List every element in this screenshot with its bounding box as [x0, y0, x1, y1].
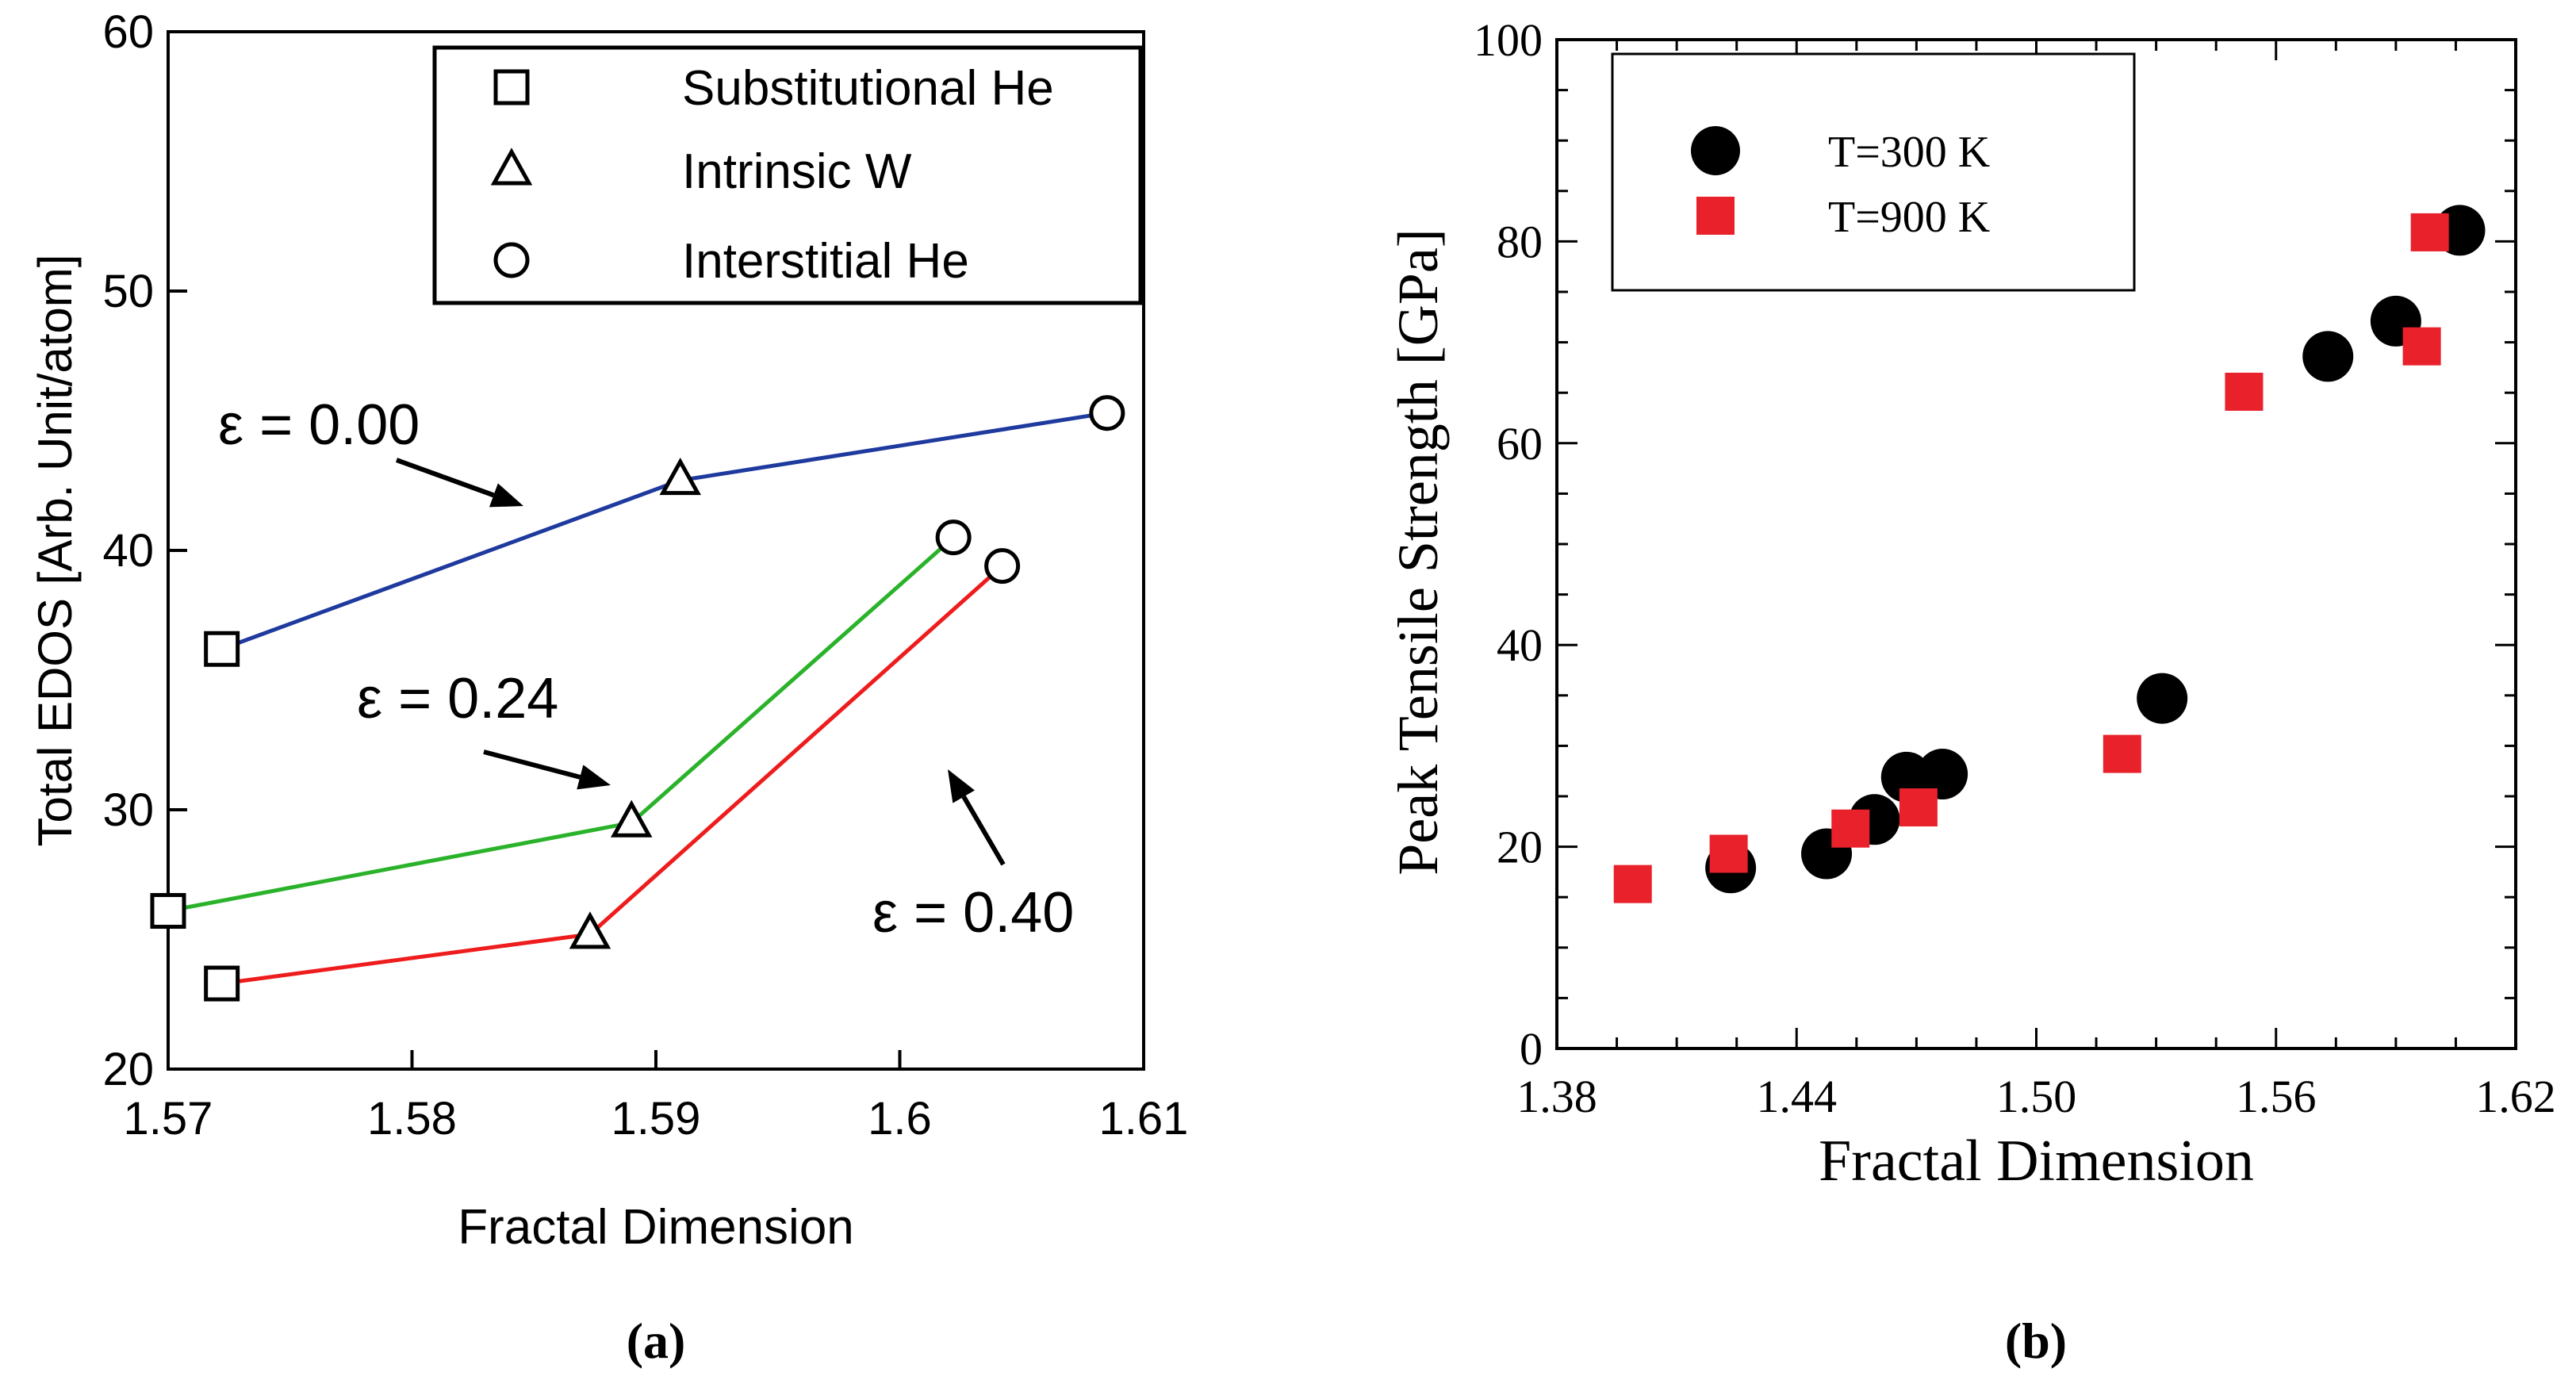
y-axis-label: Total EDOS [Arb. Unit/atom]: [29, 255, 82, 847]
strain-annotation: ε = 0.40: [872, 881, 1074, 945]
data-point-1-2: [935, 519, 972, 556]
x-tick-label: 1.61: [1099, 1093, 1189, 1144]
legend: T=300 K T=900 K: [1611, 52, 2136, 292]
legend-label: T=300 K: [1828, 128, 1990, 177]
x-tick-label: 1.62: [2475, 1071, 2556, 1122]
data-point-circle-5: [2137, 673, 2188, 724]
strain-annotation: ε = 0.24: [357, 667, 558, 730]
strain-annotation: ε = 0.00: [218, 393, 420, 457]
x-tick-label: 1.6: [868, 1093, 932, 1144]
legend: Substitutional He Intrinsic W Interstitial…: [432, 45, 1143, 305]
y-tick-label: 60: [102, 6, 154, 58]
legend-box: [1611, 52, 2136, 292]
panel-caption: (a): [627, 1313, 686, 1369]
data-point-square-2: [1831, 809, 1870, 848]
panel-b-chart: 1.38 1.44 1.50 1.56 1.62 0 20 40 60 80 100 Fractal …: [1386, 14, 2556, 1369]
y-tick-label: 60: [1497, 418, 1543, 470]
data-point-1-1: [610, 799, 653, 838]
legend-marker-square: [1696, 197, 1735, 235]
legend-marker-square: [493, 69, 530, 105]
y-tick-label: 40: [102, 525, 154, 577]
y-tick-label: 40: [1497, 619, 1543, 671]
x-tick-label: 1.57: [124, 1093, 213, 1144]
legend-label: Interstitial He: [682, 234, 969, 289]
legend-label: Intrinsic W: [682, 144, 912, 199]
data-point-square-1: [1709, 834, 1748, 873]
y-tick-label: 50: [102, 266, 154, 317]
data-point-0-0: [204, 631, 240, 667]
annotation-arrowhead: [948, 769, 975, 803]
data-point-1-0: [150, 893, 186, 930]
data-point-square-5: [2225, 372, 2264, 411]
x-tick-label: 1.44: [1757, 1071, 1838, 1122]
y-tick-label: 0: [1520, 1023, 1543, 1075]
data-point-square-6: [2402, 327, 2441, 366]
panel-a-chart: 1.57 1.58 1.59 1.6 1.61 20 30 40 50 60 Fractal Dim…: [29, 6, 1188, 1369]
legend-label: T=900 K: [1828, 193, 1990, 242]
x-tick-label: 1.56: [2236, 1071, 2317, 1122]
x-axis-label: Fractal Dimension: [458, 1200, 854, 1255]
annotation-arrow: [961, 795, 1006, 866]
annotation-arrow: [483, 749, 581, 780]
y-tick-label: 80: [1497, 216, 1543, 267]
data-point-square-4: [2103, 734, 2141, 773]
x-tick-label: 1.50: [1996, 1071, 2077, 1122]
data-point-0-1: [659, 458, 702, 496]
data-point-square-3: [1899, 788, 1938, 826]
data-point-2-2: [984, 548, 1021, 585]
x-axis-label: Fractal Dimension: [1819, 1129, 2254, 1194]
data-point-2-1: [569, 911, 611, 949]
data-point-0-2: [1089, 395, 1125, 431]
x-tick-label: 1.58: [367, 1093, 457, 1144]
legend-box: [432, 45, 1143, 305]
annotation-arrow: [395, 458, 495, 498]
data-point-circle-6: [2302, 331, 2354, 382]
y-tick-label: 20: [1497, 822, 1543, 873]
legend-marker-circle: [1691, 126, 1740, 175]
legend-label: Substitutional He: [682, 61, 1054, 116]
panel-caption: (b): [2005, 1313, 2067, 1369]
y-tick-label: 30: [102, 784, 154, 836]
data-point-circle-4: [1917, 749, 1968, 800]
y-tick-label: 20: [102, 1044, 154, 1095]
y-tick-label: 100: [1474, 14, 1543, 66]
y-axis-label: Peak Tensile Strength [GPa]: [1386, 228, 1450, 875]
series-line-1: [167, 535, 955, 913]
x-tick-label: 1.38: [1516, 1071, 1597, 1122]
data-point-square-0: [1613, 864, 1652, 903]
x-tick-label: 1.59: [611, 1093, 701, 1144]
legend-marker-circle: [493, 242, 530, 278]
legend-marker-triangle: [490, 148, 533, 186]
data-point-square-7: [2410, 213, 2449, 251]
annotation-arrowhead: [577, 765, 611, 790]
annotation-arrowhead: [489, 483, 523, 508]
data-point-2-0: [204, 965, 240, 1002]
annotations: ε = 0.00 ε = 0.24 ε = 0.40: [218, 393, 1074, 945]
